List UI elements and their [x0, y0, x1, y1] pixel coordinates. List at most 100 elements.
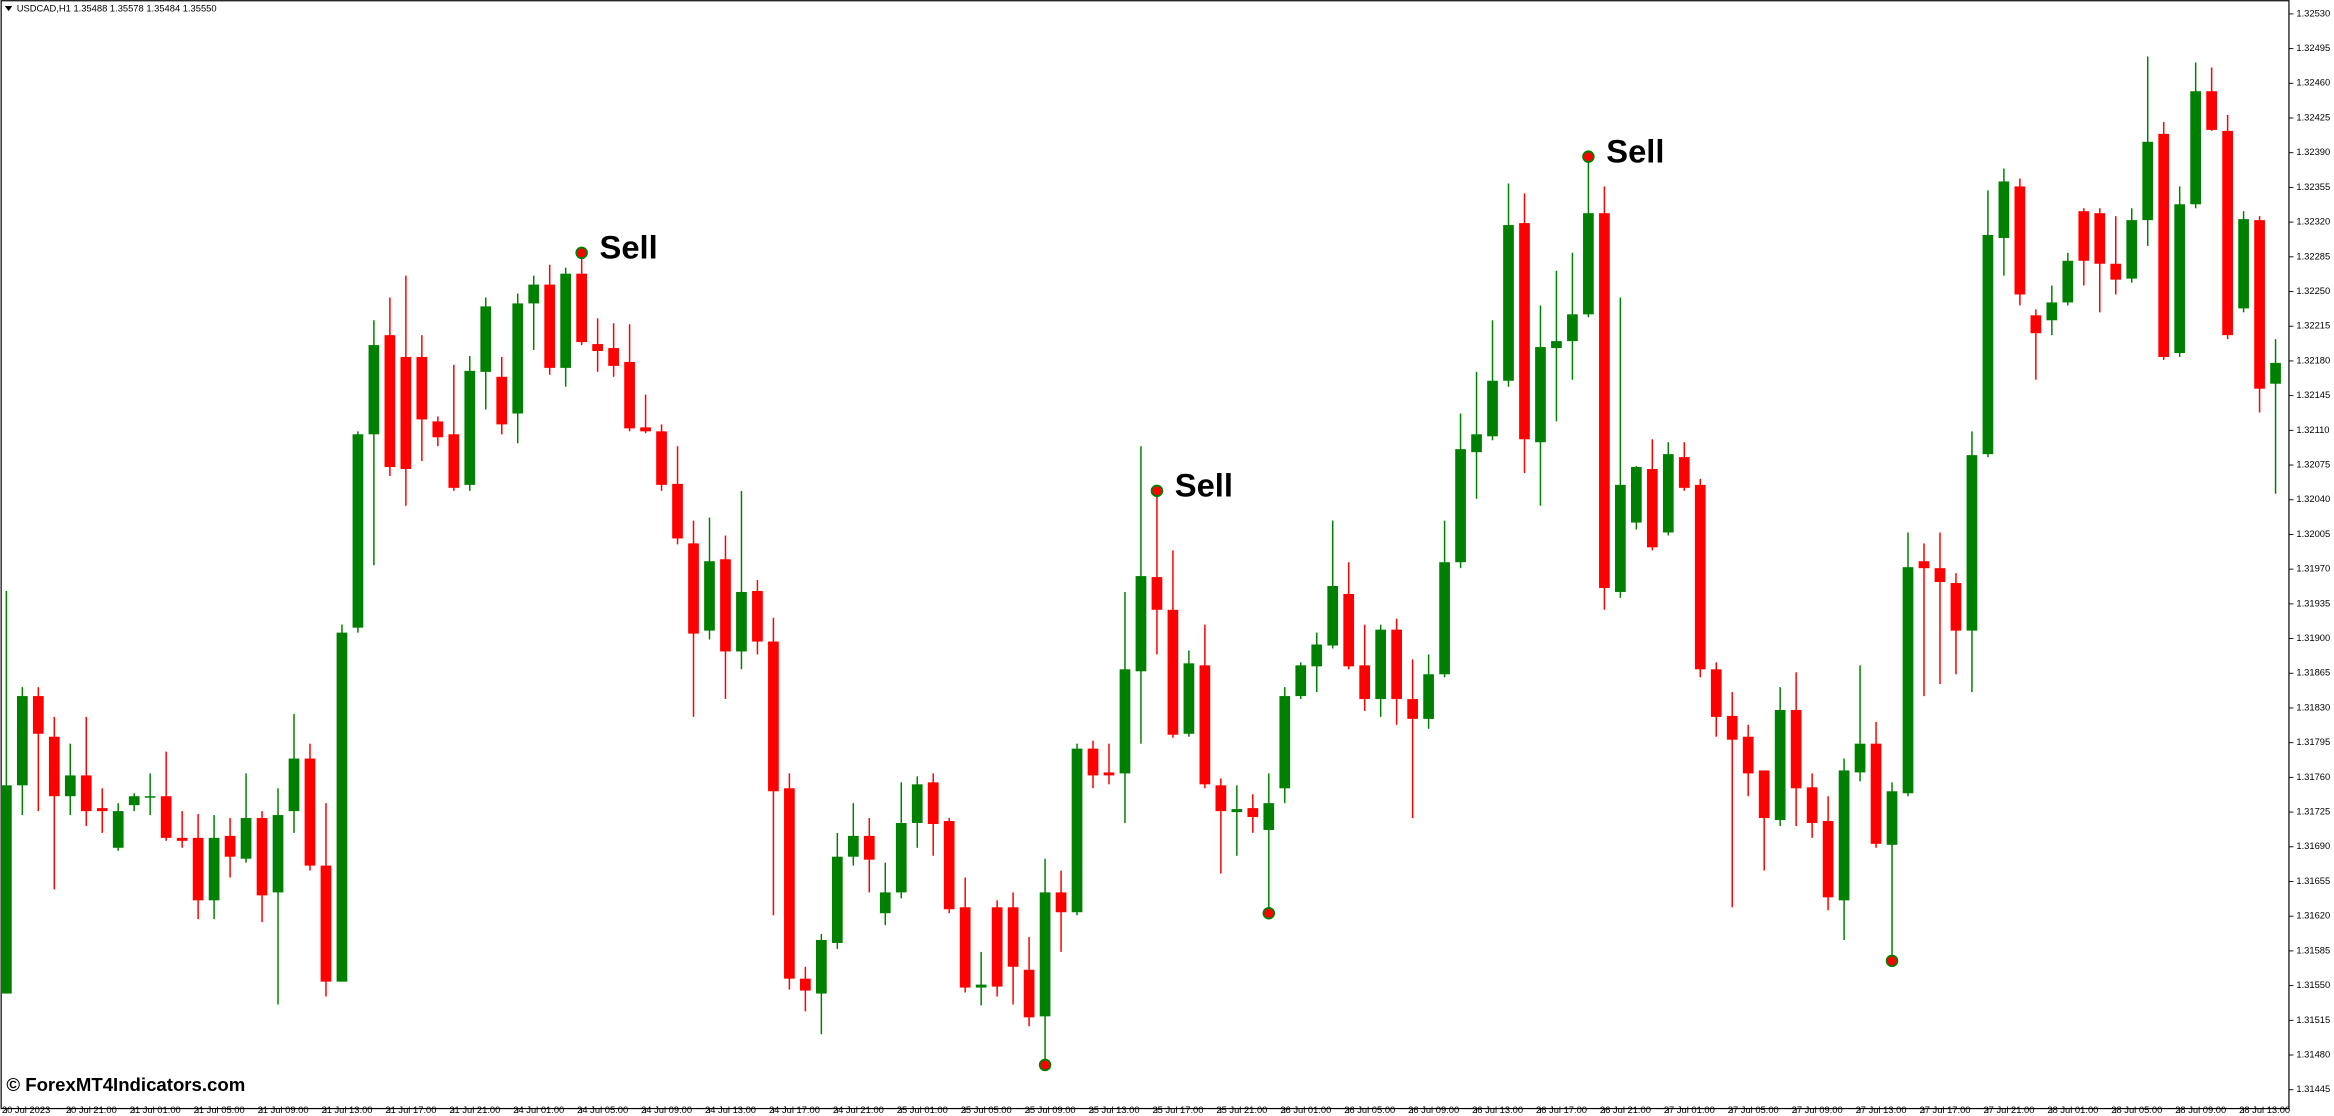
- candle-body: [112, 811, 124, 848]
- y-tick-label: 1.32075: [2296, 460, 2330, 470]
- candle-body: [1583, 213, 1594, 315]
- candle-body: [2062, 260, 2074, 303]
- x-tick-label: 21 Jul 17:00: [385, 1105, 436, 1115]
- candle-body: [416, 356, 428, 420]
- candle-body: [2190, 91, 2202, 205]
- candle-body: [96, 808, 108, 812]
- y-tick-label: 1.32215: [2296, 321, 2330, 331]
- candle-body: [1678, 457, 1690, 488]
- candle-body: [576, 273, 588, 343]
- candle-body: [464, 370, 476, 485]
- y-tick-label: 1.31725: [2296, 807, 2330, 817]
- candle-body: [1694, 484, 1706, 670]
- candle-body: [1646, 469, 1658, 548]
- x-tick-label: 24 Jul 01:00: [513, 1105, 564, 1115]
- candle-body: [1982, 234, 1994, 455]
- x-tick-label: 25 Jul 01:00: [897, 1105, 948, 1115]
- candle-body: [1535, 347, 1546, 443]
- candle-body: [272, 815, 284, 893]
- candle-body: [2142, 141, 2154, 221]
- candle-body: [368, 345, 380, 435]
- candle-body: [144, 796, 156, 798]
- y-tick-label: 1.31865: [2296, 668, 2330, 678]
- plot-frame: [0, 0, 2290, 1110]
- x-tick-label: 27 Jul 17:00: [1920, 1105, 1971, 1115]
- candle-body: [1471, 434, 1482, 453]
- candle-body: [1615, 484, 1626, 592]
- candle-body: [1599, 213, 1610, 588]
- candle-body: [1199, 665, 1211, 785]
- candle-body: [1790, 709, 1802, 789]
- candle-body: [1950, 583, 1962, 631]
- candle-body: [1407, 699, 1418, 719]
- x-tick-label: 21 Jul 05:00: [194, 1105, 245, 1115]
- candle-body: [1934, 568, 1946, 583]
- y-tick-label: 1.32460: [2296, 78, 2330, 88]
- candle-body: [2110, 263, 2122, 280]
- candle-body: [1918, 561, 1930, 569]
- candle-body: [640, 427, 651, 432]
- candle-body: [1215, 785, 1227, 812]
- candle-body: [256, 818, 268, 896]
- candle-body: [1742, 736, 1754, 774]
- candle-body: [1007, 907, 1019, 967]
- y-tick-label: 1.32355: [2296, 182, 2330, 192]
- y-tick-label: 1.31550: [2296, 980, 2330, 990]
- candle-body: [32, 696, 44, 734]
- candle-body: [752, 590, 763, 642]
- candle-body: [1103, 772, 1115, 776]
- candle-body: [1630, 467, 1642, 523]
- candle-body: [1375, 629, 1387, 700]
- x-tick-label: 28 Jul 09:00: [2175, 1105, 2226, 1115]
- buy-signal-dot: [1262, 906, 1276, 920]
- candle-body: [1710, 669, 1722, 717]
- y-tick-label: 1.31690: [2296, 841, 2330, 851]
- candle-body: [672, 483, 683, 539]
- y-tick-label: 1.32390: [2296, 147, 2330, 157]
- candle-body: [1279, 696, 1291, 789]
- candle-body: [1998, 181, 2010, 238]
- y-tick-label: 1.32145: [2296, 390, 2330, 400]
- candle-body: [16, 696, 28, 786]
- candle-body: [1343, 593, 1355, 667]
- candle-body: [1662, 454, 1674, 533]
- x-tick-label: 26 Jul 17:00: [1536, 1105, 1587, 1115]
- candle-body: [1183, 663, 1195, 734]
- candle-body: [2238, 219, 2249, 309]
- candle-body: [1567, 314, 1578, 342]
- candle-body: [1966, 455, 1978, 631]
- candle-body: [800, 978, 811, 991]
- buy-signal-dot: [1885, 954, 1899, 968]
- x-tick-label: 28 Jul 13:00: [2239, 1105, 2290, 1115]
- candle-body: [831, 856, 843, 943]
- sell-signal-label: Sell: [1175, 466, 1233, 503]
- candle-body: [1071, 748, 1083, 913]
- candle-body: [224, 835, 236, 857]
- candle-body: [1774, 709, 1786, 821]
- candle-body: [384, 335, 396, 468]
- x-tick-label: 27 Jul 21:00: [1983, 1105, 2034, 1115]
- x-tick-label: 24 Jul 05:00: [577, 1105, 628, 1115]
- candle-body: [160, 796, 172, 838]
- x-tick-label: 21 Jul 13:00: [322, 1105, 373, 1115]
- y-tick-label: 1.31655: [2296, 876, 2330, 886]
- candle-body: [240, 818, 252, 859]
- y-tick-label: 1.32005: [2296, 529, 2330, 539]
- marks: [1, 56, 2281, 1059]
- candle-body: [2158, 133, 2170, 357]
- candle-body: [2126, 220, 2138, 279]
- buy-signal-dot: [1038, 1058, 1052, 1072]
- candle-body: [176, 837, 188, 841]
- candle-body: [2254, 220, 2265, 389]
- candle-body: [1503, 225, 1514, 381]
- y-tick-label: 1.32530: [2296, 8, 2330, 18]
- candle-body: [1087, 748, 1099, 776]
- candle-body: [1758, 770, 1770, 819]
- candle-body: [991, 907, 1003, 987]
- candle-body: [1870, 743, 1882, 844]
- candle-body: [1455, 449, 1466, 563]
- menu-arrow[interactable]: [4, 5, 13, 12]
- candle-body: [879, 892, 891, 914]
